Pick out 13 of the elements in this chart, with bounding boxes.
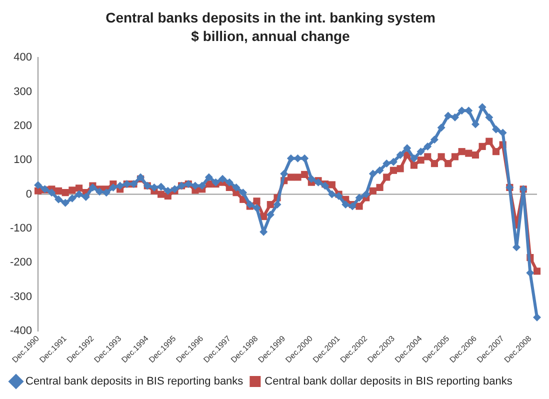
y-tick-label: 400 [14, 52, 32, 64]
y-tick-label: -300 [10, 290, 32, 303]
y-tick-label: -400 [10, 325, 32, 338]
y-tick-label: 200 [14, 120, 32, 132]
y-tick-label: 300 [14, 86, 32, 98]
y-tick-label: 100 [14, 154, 32, 166]
legend-label: Central bank deposits in BIS reporting banks [26, 376, 244, 388]
chart-subtitle: $ billion, annual change [191, 28, 350, 44]
y-tick-label: -200 [10, 256, 32, 269]
chart-title: Central banks deposits in the int. banking system [106, 9, 436, 26]
legend-label: Central bank dollar deposits in BIS reporting banks [264, 376, 513, 388]
y-tick-label: -100 [10, 222, 32, 235]
y-tick-label: 0 [26, 188, 32, 200]
